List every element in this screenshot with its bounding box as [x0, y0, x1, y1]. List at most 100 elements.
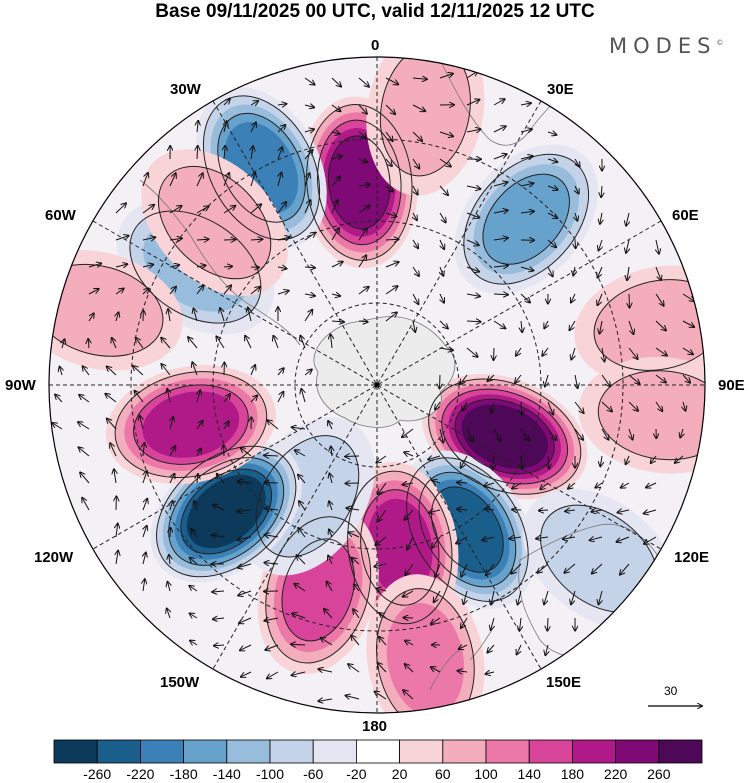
wind-vector — [358, 255, 366, 268]
wind-vector — [484, 483, 495, 486]
brand-name: MODES — [609, 34, 717, 58]
wind-vector — [331, 132, 340, 134]
wind-vector — [135, 391, 144, 403]
wind-vector — [107, 419, 117, 430]
wind-vector — [618, 510, 630, 513]
wind-vector — [321, 638, 333, 646]
lon-label-60w: 60W — [45, 207, 76, 224]
wind-vector — [88, 263, 101, 267]
wind-vector — [265, 508, 279, 510]
wind-vector — [571, 293, 575, 303]
wind-vector — [682, 293, 694, 301]
wind-vector — [440, 374, 441, 388]
wind-vector — [115, 203, 126, 214]
wind-vector — [143, 471, 147, 484]
wind-vector — [304, 129, 314, 132]
antarctica-outline — [313, 316, 456, 428]
wind-vector — [265, 644, 279, 650]
contour-line — [129, 210, 262, 324]
wind-vector — [595, 483, 603, 488]
wind-vector — [169, 474, 175, 484]
wind-vector — [224, 146, 225, 160]
wind-vector — [251, 365, 255, 376]
wind-vector — [440, 239, 444, 249]
wind-vector — [250, 287, 260, 295]
wind-vector — [511, 563, 522, 574]
brand-mark: © — [716, 39, 724, 47]
wind-vector — [264, 563, 279, 564]
wind-vector — [575, 239, 576, 248]
wind-vector — [516, 347, 522, 356]
wind-vector — [250, 396, 257, 403]
wind-vector — [466, 321, 481, 322]
wind-vector — [651, 455, 657, 463]
wind-vector — [599, 590, 603, 604]
wind-vector — [88, 313, 94, 322]
wind-vector — [62, 339, 65, 349]
wind-vector — [520, 156, 533, 159]
wind-vector — [358, 287, 369, 295]
colorbar-swatch — [399, 739, 444, 764]
wind-vector — [331, 228, 339, 241]
wind-vector — [264, 483, 279, 484]
wind-vector — [547, 132, 556, 135]
contour-line — [156, 445, 297, 578]
wind-vector — [626, 212, 629, 226]
wind-vector — [161, 364, 171, 376]
colorbar — [53, 739, 703, 764]
wind-vector — [466, 239, 479, 245]
wind-vector — [304, 310, 312, 322]
wind-vector — [461, 455, 468, 468]
graticule — [49, 57, 705, 713]
wind-vector — [547, 212, 557, 218]
wind-vector — [245, 336, 252, 349]
wind-vector — [223, 394, 230, 403]
colorbar-swatch — [139, 739, 184, 764]
contour-line — [49, 263, 164, 357]
wind-vector — [140, 416, 143, 430]
wind-vector — [304, 267, 315, 268]
wind-vector — [547, 159, 557, 162]
contour-line — [281, 538, 355, 642]
wind-vector — [375, 692, 387, 700]
wind-vector — [115, 236, 129, 241]
wind-vector — [116, 312, 119, 322]
wind-vector — [299, 501, 306, 511]
colorbar-tick-label: -20 — [346, 766, 367, 782]
wind-vector — [237, 481, 252, 483]
wind-vector — [277, 104, 286, 105]
wind-vector — [78, 422, 90, 430]
wind-vector — [628, 374, 640, 384]
wind-vector — [329, 501, 332, 511]
wind-vector — [267, 420, 279, 430]
wind-vector — [439, 158, 451, 167]
wind-vector — [412, 185, 418, 195]
wind-vector — [548, 455, 549, 469]
wind-vector — [493, 238, 508, 240]
wind-vector — [565, 510, 576, 511]
colorbar-tick-label: -180 — [169, 766, 198, 782]
wind-vector — [241, 671, 252, 677]
wind-vector — [536, 537, 549, 539]
wind-vector — [431, 667, 441, 673]
wind-vector — [143, 526, 147, 538]
wind-vector — [617, 536, 630, 542]
wind-vector — [358, 104, 367, 114]
contour-line — [317, 119, 402, 246]
wind-vector — [440, 428, 443, 443]
anomaly-level — [594, 279, 705, 371]
anomaly-level — [540, 505, 658, 613]
wind-vector — [547, 186, 558, 190]
colorbar-tick-label: -260 — [83, 766, 112, 782]
wind-vector — [250, 204, 261, 214]
wind-vector — [142, 265, 153, 268]
wind-vector — [379, 613, 387, 619]
wind-vector — [277, 368, 284, 376]
wind-vector — [564, 563, 576, 573]
wind-vector — [196, 206, 209, 214]
wind-vector — [238, 590, 252, 596]
wind-vector — [439, 185, 448, 195]
wind-vector — [83, 366, 90, 376]
wind-vector — [358, 229, 367, 241]
